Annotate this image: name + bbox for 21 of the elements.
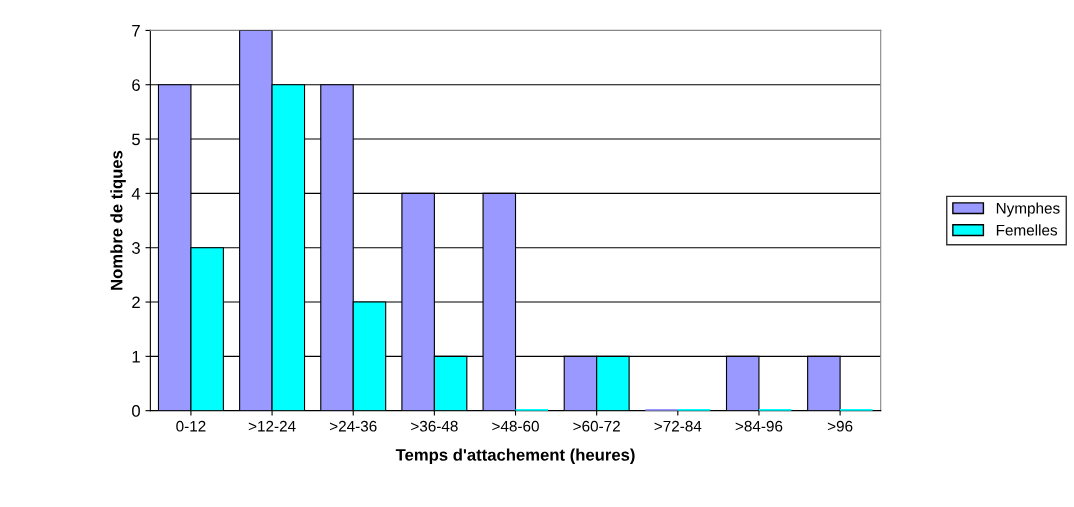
y-axis-title: Nombre de tiques bbox=[110, 150, 126, 290]
x-tick-label: >72-84 bbox=[654, 420, 702, 432]
legend-label: Nymphes bbox=[996, 202, 1060, 217]
x-tick-label: >48-60 bbox=[492, 420, 539, 432]
x-tick-label: >96 bbox=[827, 420, 853, 432]
x-axis-title: Temps d'attachement (heures) bbox=[395, 448, 635, 465]
y-tick-label: 7 bbox=[132, 24, 140, 37]
y-tick-label: 1 bbox=[132, 350, 140, 363]
y-tick-label: 3 bbox=[132, 242, 140, 254]
x-tick-label: 0-12 bbox=[176, 420, 206, 432]
x-tick-label: >60-72 bbox=[573, 420, 620, 432]
y-tick-label: 2 bbox=[132, 296, 140, 309]
x-tick-label: >84-96 bbox=[735, 420, 783, 432]
x-tick-label: >12-24 bbox=[248, 420, 296, 432]
y-tick-label: 5 bbox=[132, 133, 140, 146]
y-tick-label: 6 bbox=[132, 79, 140, 91]
legend-label: Femelles bbox=[996, 224, 1058, 236]
y-tick-label: 0 bbox=[132, 405, 140, 417]
y-tick-label: 4 bbox=[131, 187, 141, 200]
x-tick-label: >36-48 bbox=[411, 420, 458, 432]
x-tick-label: >24-36 bbox=[329, 420, 377, 432]
